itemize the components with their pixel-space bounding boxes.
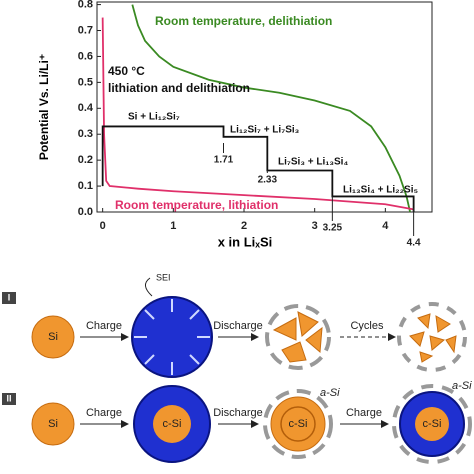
diagram: b I Si Charge SEI Discharge Cycles II Si… (2, 258, 472, 464)
core (415, 407, 449, 441)
y-tick-label: 0.5 (78, 76, 93, 88)
marker-label: 2.33 (258, 175, 278, 186)
label: c-Si (289, 418, 308, 430)
series-line (101, 125, 415, 212)
y-tick-label: 0.6 (78, 50, 93, 62)
label: a-Si (452, 380, 472, 392)
annotation: Li₇Si₃ + Li₁₃Si₄ (278, 157, 348, 168)
x-tick-label: 1 (170, 220, 176, 232)
numeral: I (8, 292, 11, 302)
sei-layer (392, 384, 472, 464)
annotation: Li₁₂Si₇ + Li₇Si₃ (230, 125, 300, 136)
step-label: Charge (86, 320, 122, 332)
y-axis-label: Potential Vs. Li/Li⁺ (37, 54, 51, 160)
step-label: Charge (86, 407, 122, 419)
step-label: Discharge (213, 407, 263, 419)
panel-label: b (6, 258, 18, 280)
annotation: Si + Li₁₂Si₇ (128, 112, 180, 123)
x-axis-label: x in LiₓSi (218, 234, 273, 249)
fragments (409, 313, 457, 363)
sei-layer (265, 304, 331, 370)
step-label: Cycles (350, 320, 384, 332)
marker-label: 4.4 (407, 238, 421, 249)
series-label: Room temperature, lithiation (115, 198, 278, 212)
y-tick-label: 0.1 (78, 180, 93, 192)
label: Si (48, 331, 58, 343)
step-label: Discharge (213, 320, 263, 332)
label: SEI (156, 272, 171, 282)
series-line (131, 4, 411, 213)
series-label: Room temperature, delithiation (155, 14, 332, 28)
label: Si (48, 418, 58, 430)
numeral-box (2, 393, 16, 405)
label: a-Si (320, 387, 340, 399)
x-tick-label: 2 (241, 220, 247, 232)
step-label: Charge (346, 407, 382, 419)
y-tick-label: 0.8 (78, 0, 93, 10)
fragments (272, 311, 323, 363)
numeral: II (6, 393, 11, 403)
core (280, 406, 316, 442)
plot-frame (96, 1, 433, 213)
label: c-Si (163, 418, 182, 430)
numeral-box (2, 292, 16, 304)
x-tick-label: 3 (312, 220, 318, 232)
cracks (134, 299, 210, 375)
label: c-Si (423, 418, 442, 430)
y-tick-label: 0.2 (78, 154, 93, 166)
si-particle (31, 315, 75, 359)
sei-layer (263, 389, 333, 459)
x-tick-label: 0 (100, 220, 106, 232)
y-tick-label: 0.3 (78, 128, 93, 140)
series-line (101, 17, 414, 211)
core (153, 405, 191, 443)
sei-layer (397, 302, 467, 372)
y-tick-label: 0.7 (78, 24, 93, 36)
y-tick-label: 0.4 (78, 102, 94, 114)
series-label: 450 °C (108, 64, 145, 78)
si-particle (31, 402, 75, 446)
x-tick-label: 4 (382, 220, 389, 232)
callout (145, 277, 153, 297)
annotation: lithiation and delithiation (108, 81, 250, 95)
y-tick-label: 0.0 (78, 206, 93, 218)
marker-label: 1.71 (214, 155, 234, 166)
marker-label: 3.25 (323, 223, 343, 234)
annotation: Li₁₃Si₄ + Li₂₂Si₅ (343, 185, 418, 196)
